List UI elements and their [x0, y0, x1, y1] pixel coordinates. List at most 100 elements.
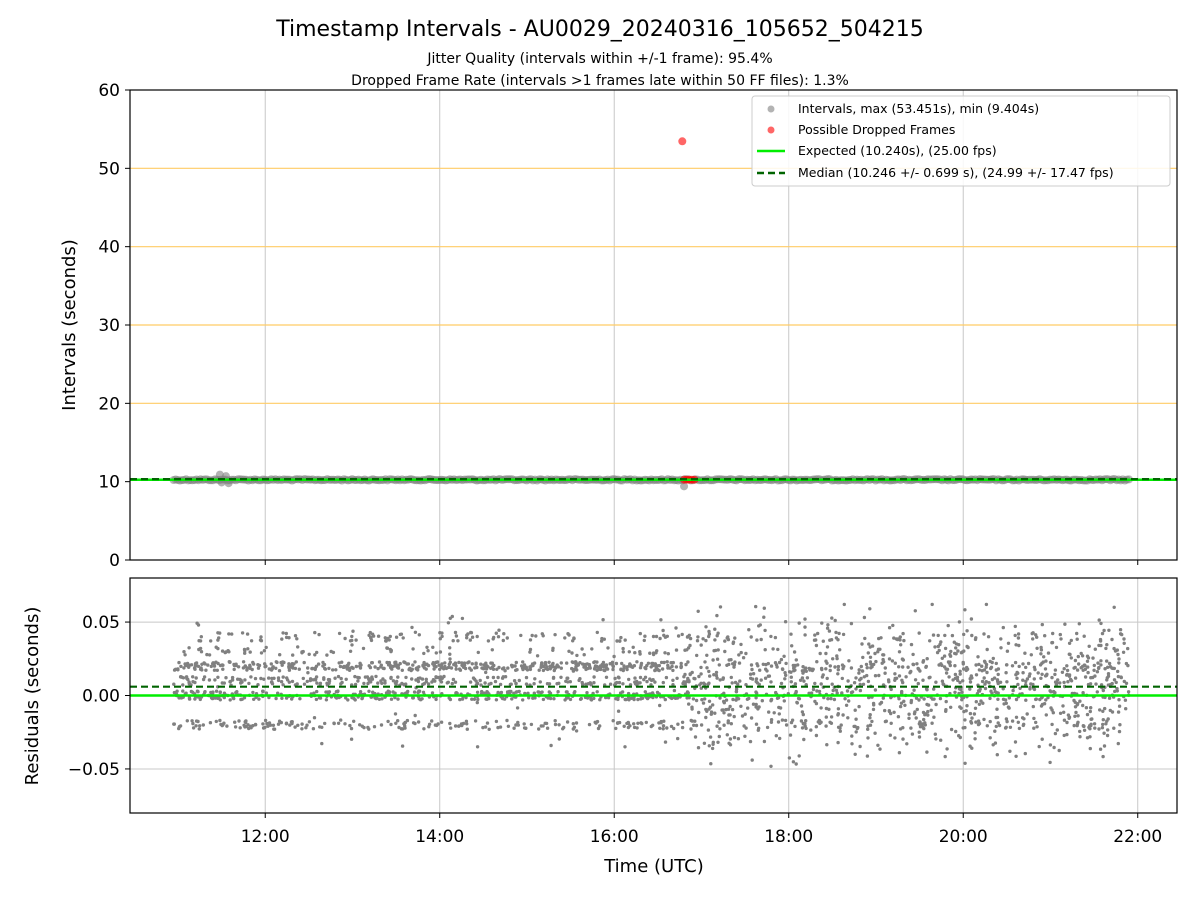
residual-point — [878, 747, 882, 751]
residual-point — [932, 715, 936, 719]
residual-point — [279, 680, 284, 684]
residual-point — [944, 699, 948, 704]
residual-point — [792, 650, 797, 654]
residual-point — [269, 680, 274, 684]
residual-point — [582, 653, 586, 657]
residual-point — [801, 665, 805, 669]
residual-point — [949, 705, 953, 709]
residual-point — [807, 666, 811, 671]
residual-point — [259, 651, 264, 655]
residual-point — [732, 735, 737, 740]
residual-point — [586, 682, 591, 686]
residual-point — [961, 662, 965, 666]
residual-point — [506, 666, 510, 670]
residual-point — [298, 697, 302, 701]
residual-point — [243, 651, 247, 655]
residual-point — [218, 718, 222, 723]
residual-point — [179, 696, 184, 700]
residual-point — [379, 723, 384, 727]
residual-point — [617, 720, 622, 725]
residual-point — [740, 714, 745, 718]
residual-point — [1039, 645, 1043, 650]
residual-point — [313, 653, 317, 657]
residual-point — [883, 708, 887, 713]
residual-point — [205, 652, 209, 657]
residual-point — [963, 725, 967, 730]
legend-dropped-marker — [767, 126, 775, 134]
residual-point — [1118, 628, 1123, 632]
residual-point — [954, 729, 958, 734]
residual-point — [651, 634, 656, 639]
residual-point — [1054, 645, 1059, 650]
residual-point — [433, 723, 438, 727]
residual-point — [686, 660, 690, 664]
residual-point — [959, 706, 963, 710]
residual-point — [552, 697, 556, 701]
residual-point — [343, 636, 347, 641]
residual-point — [448, 652, 452, 656]
residual-point — [177, 696, 181, 700]
residual-point — [318, 725, 322, 729]
residual-point — [354, 638, 358, 642]
residual-point — [426, 663, 431, 668]
residual-point — [783, 677, 787, 681]
residual-point — [272, 727, 276, 731]
residual-point — [1011, 688, 1015, 693]
residual-point — [772, 711, 776, 715]
residual-point — [350, 634, 354, 639]
residual-point — [189, 689, 194, 694]
residual-point — [599, 639, 604, 643]
residual-point — [658, 726, 662, 730]
residual-point — [732, 714, 736, 719]
residual-point — [438, 650, 443, 654]
residual-point — [836, 672, 840, 676]
residual-point — [897, 674, 902, 678]
residual-point — [1063, 622, 1067, 626]
residual-point — [936, 633, 940, 638]
residual-point — [701, 701, 706, 705]
residual-point — [606, 646, 610, 650]
residual-point — [1069, 656, 1074, 660]
intervals-y-tick-label: 60 — [98, 81, 120, 101]
residual-point — [659, 660, 664, 665]
residual-point — [904, 675, 908, 679]
residual-point — [351, 629, 355, 633]
residual-point — [738, 679, 742, 683]
residual-point — [244, 724, 248, 729]
residual-point — [233, 720, 237, 724]
residual-point — [1042, 655, 1046, 659]
residual-point — [802, 737, 806, 742]
residual-point — [1024, 679, 1028, 684]
residual-point — [393, 712, 398, 716]
residual-point — [274, 666, 278, 670]
residual-point — [620, 661, 624, 666]
residual-point — [1122, 637, 1126, 641]
residual-point — [963, 761, 967, 765]
residual-point — [1093, 726, 1097, 730]
residual-point — [838, 648, 842, 652]
residual-point — [858, 688, 863, 693]
residual-point — [780, 667, 785, 671]
residual-point — [778, 736, 782, 741]
residual-point — [666, 652, 670, 656]
residual-point — [910, 732, 915, 736]
residual-point — [765, 669, 769, 673]
residual-point — [669, 724, 674, 729]
residual-point — [413, 713, 417, 718]
residual-point — [1021, 662, 1025, 666]
residual-point — [527, 696, 531, 700]
residual-point — [244, 719, 248, 723]
residual-point — [1099, 663, 1103, 667]
residual-point — [572, 725, 577, 729]
residual-point — [633, 682, 638, 686]
residual-point — [930, 721, 934, 725]
residual-point — [739, 704, 743, 708]
residual-point — [1037, 744, 1041, 749]
residual-point — [964, 668, 968, 673]
residual-point — [433, 679, 437, 683]
residual-point — [949, 727, 954, 732]
residual-point — [1116, 741, 1121, 746]
residual-point — [956, 649, 960, 653]
residual-point — [323, 721, 327, 726]
residual-point — [207, 678, 212, 682]
